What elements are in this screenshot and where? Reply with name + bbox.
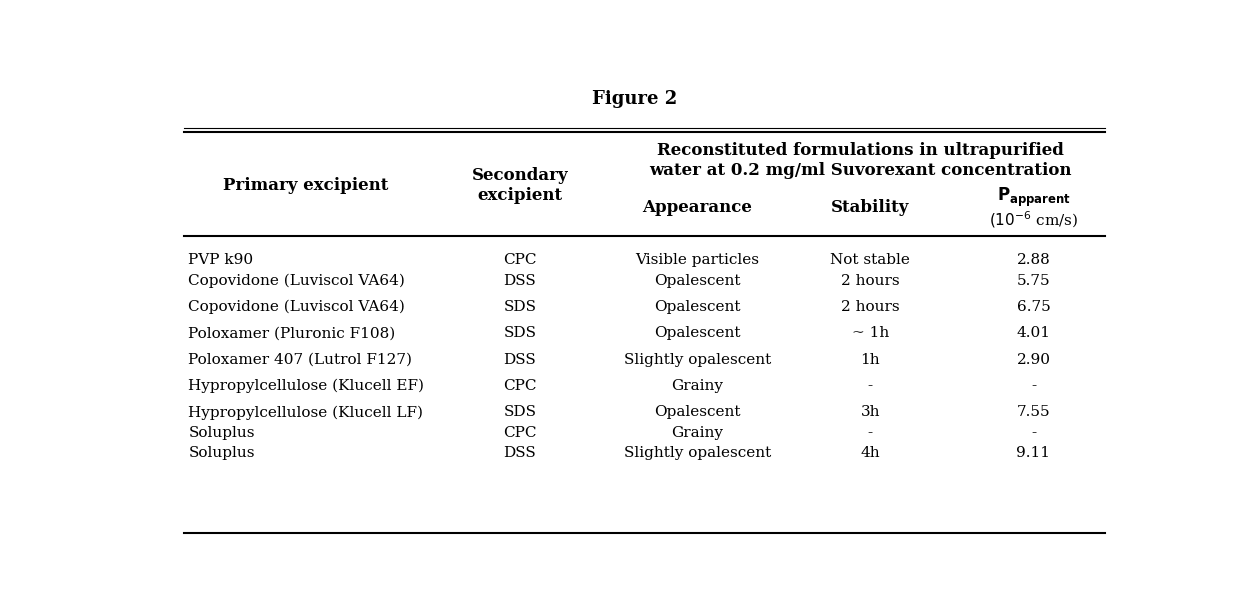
Text: Grainy: Grainy <box>672 426 724 440</box>
Text: -: - <box>1031 426 1036 440</box>
Text: 7.55: 7.55 <box>1017 406 1051 419</box>
Text: Stability: Stability <box>831 200 909 216</box>
Text: Hypropylcellulose (Klucell EF): Hypropylcellulose (Klucell EF) <box>188 379 425 394</box>
Text: 2 hours: 2 hours <box>841 274 900 288</box>
Text: 1h: 1h <box>860 353 880 367</box>
Text: 6.75: 6.75 <box>1017 300 1051 314</box>
Text: Opalescent: Opalescent <box>654 406 741 419</box>
Text: Secondary
excipient: Secondary excipient <box>472 167 567 204</box>
Text: Poloxamer (Pluronic F108): Poloxamer (Pluronic F108) <box>188 326 395 340</box>
Text: Figure 2: Figure 2 <box>592 90 678 108</box>
Text: DSS: DSS <box>503 274 536 288</box>
Text: -: - <box>1031 379 1036 393</box>
Text: SDS: SDS <box>503 406 536 419</box>
Text: Grainy: Grainy <box>672 379 724 393</box>
Text: Poloxamer 407 (Lutrol F127): Poloxamer 407 (Lutrol F127) <box>188 353 413 367</box>
Text: Appearance: Appearance <box>643 200 752 216</box>
Text: Soluplus: Soluplus <box>188 426 255 440</box>
Text: Slightly opalescent: Slightly opalescent <box>623 353 771 367</box>
Text: Opalescent: Opalescent <box>654 274 741 288</box>
Text: CPC: CPC <box>503 379 536 393</box>
Text: -: - <box>867 379 872 393</box>
Text: Not stable: Not stable <box>830 253 911 267</box>
Text: 4h: 4h <box>860 446 880 460</box>
Text: 2 hours: 2 hours <box>841 300 900 314</box>
Text: Soluplus: Soluplus <box>188 446 255 460</box>
Text: 3h: 3h <box>861 406 880 419</box>
Text: Copovidone (Luviscol VA64): Copovidone (Luviscol VA64) <box>188 300 405 314</box>
Text: SDS: SDS <box>503 300 536 314</box>
Text: Primary excipient: Primary excipient <box>223 177 389 194</box>
Text: $\mathbf{P}_{\mathbf{apparent}}$: $\mathbf{P}_{\mathbf{apparent}}$ <box>996 186 1070 209</box>
Text: DSS: DSS <box>503 353 536 367</box>
Text: 2.90: 2.90 <box>1016 353 1051 367</box>
Text: CPC: CPC <box>503 253 536 267</box>
Text: 5.75: 5.75 <box>1017 274 1051 288</box>
Text: Visible particles: Visible particles <box>636 253 760 267</box>
Text: 2.88: 2.88 <box>1017 253 1051 267</box>
Text: $(10^{-6}$ cm/s): $(10^{-6}$ cm/s) <box>989 209 1078 230</box>
Text: ~ 1h: ~ 1h <box>851 326 888 340</box>
Text: Opalescent: Opalescent <box>654 300 741 314</box>
Text: Slightly opalescent: Slightly opalescent <box>623 446 771 460</box>
Text: -: - <box>867 426 872 440</box>
Text: CPC: CPC <box>503 426 536 440</box>
Text: PVP k90: PVP k90 <box>188 253 254 267</box>
Text: Reconstituted formulations in ultrapurified
water at 0.2 mg/ml Suvorexant concen: Reconstituted formulations in ultrapurif… <box>649 143 1072 179</box>
Text: Opalescent: Opalescent <box>654 326 741 340</box>
Text: DSS: DSS <box>503 446 536 460</box>
Text: 9.11: 9.11 <box>1016 446 1051 460</box>
Text: SDS: SDS <box>503 326 536 340</box>
Text: Copovidone (Luviscol VA64): Copovidone (Luviscol VA64) <box>188 274 405 288</box>
Text: 4.01: 4.01 <box>1016 326 1051 340</box>
Text: Hypropylcellulose (Klucell LF): Hypropylcellulose (Klucell LF) <box>188 405 424 420</box>
